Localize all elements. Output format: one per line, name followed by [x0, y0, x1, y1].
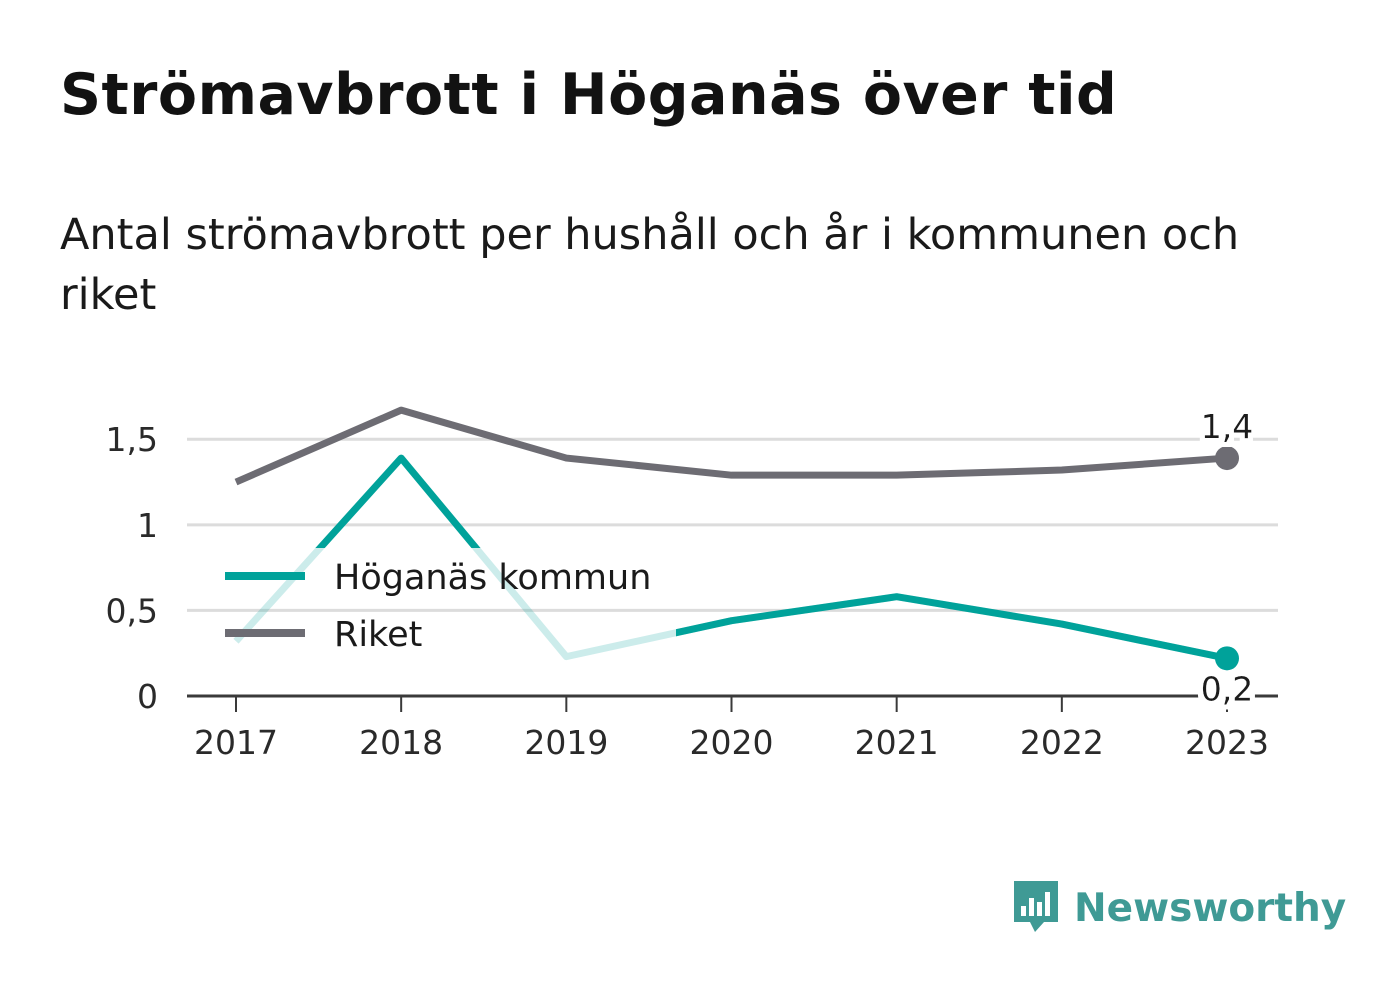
y-tick-label: 1 [137, 506, 158, 545]
x-tick-label: 2018 [359, 723, 443, 762]
chart-title: Strömavbrott i Höganäs över tid [60, 62, 1118, 128]
legend-label-hoganas: Höganäs kommun [334, 558, 651, 598]
end-labels: 0,2 1,4 [1201, 407, 1253, 708]
legend-label-riket: Riket [334, 615, 422, 655]
end-label-riket: 1,4 [1201, 407, 1253, 446]
legend: Höganäs kommun Riket [225, 558, 651, 655]
series-line-riket [234, 406, 1228, 486]
x-tick-label: 2023 [1185, 723, 1269, 762]
end-point-riket [1215, 446, 1239, 471]
end-label-hoganas: 0,2 [1201, 669, 1253, 708]
newsworthy-logo-icon [1014, 881, 1058, 932]
x-tick-label: 2019 [524, 723, 608, 762]
end-point-hoganas [1215, 646, 1239, 671]
x-tick-label: 2017 [194, 723, 278, 762]
brand: Newsworthy [1012, 878, 1346, 938]
y-tick-label: 0 [137, 677, 158, 716]
x-tick-label: 2021 [855, 723, 939, 762]
series [233, 406, 1239, 671]
brand-name: Newsworthy [1074, 885, 1347, 931]
axes: 0 0,5 1 1,5 2017 2018 2019 2020 2021 2022 2023 [106, 420, 1278, 762]
x-tick-label: 2020 [690, 723, 774, 762]
y-tick-label: 1,5 [106, 420, 158, 459]
grid-lines [187, 437, 1278, 612]
series-line-hoganas [233, 454, 1228, 662]
chart-subtitle: Antal strömavbrott per hushåll och år i … [60, 210, 1240, 320]
y-tick-label: 0,5 [106, 591, 158, 630]
x-tick-label: 2022 [1020, 723, 1104, 762]
